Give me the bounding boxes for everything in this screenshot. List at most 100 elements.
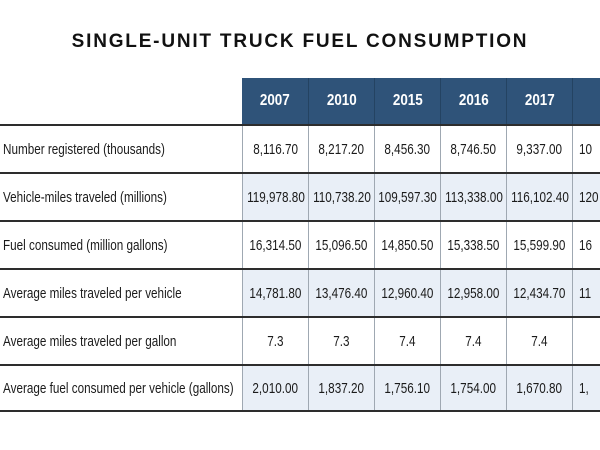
row-label: Average miles traveled per gallon xyxy=(0,318,242,364)
data-value: 2,010.00 xyxy=(252,379,299,397)
row-label: Vehicle-miles traveled (millions) xyxy=(0,174,242,220)
data-cell: 15,096.50 xyxy=(308,222,374,268)
data-value: 15,338.50 xyxy=(447,236,500,254)
clipped-cell: 1, xyxy=(572,366,600,410)
year-header-2015: 2015 xyxy=(374,78,440,124)
row-label: Number registered (thousands) xyxy=(0,126,242,172)
data-cell: 8,217.20 xyxy=(308,126,374,172)
clipped-cell: 120 xyxy=(572,174,600,220)
data-cell: 7.4 xyxy=(440,318,506,364)
data-cell: 1,670.80 xyxy=(506,366,572,410)
row-label-text: Average fuel consumed per vehicle (gallo… xyxy=(3,379,234,397)
data-value: 16 xyxy=(579,236,593,254)
table-row: Average fuel consumed per vehicle (gallo… xyxy=(0,364,600,412)
data-cell: 14,781.80 xyxy=(242,270,308,316)
data-value: 119,978.80 xyxy=(246,188,305,206)
table-row: Fuel consumed (million gallons) 16,314.5… xyxy=(0,220,600,268)
data-value: 7.4 xyxy=(399,332,416,350)
data-cell: 116,102.40 xyxy=(506,174,572,220)
row-label-text: Vehicle-miles traveled (millions) xyxy=(3,188,167,206)
data-value: 8,456.30 xyxy=(384,140,431,158)
data-cell: 8,116.70 xyxy=(242,126,308,172)
year-header-label: 2017 xyxy=(524,92,555,109)
data-cell: 7.3 xyxy=(242,318,308,364)
data-value: 110,738.20 xyxy=(312,188,371,206)
data-value: 12,960.40 xyxy=(381,284,434,302)
data-cell: 14,850.50 xyxy=(374,222,440,268)
data-value: 1,670.80 xyxy=(516,379,563,397)
row-label-text: Average miles traveled per gallon xyxy=(3,332,177,350)
data-cell: 12,960.40 xyxy=(374,270,440,316)
data-value: 116,102.40 xyxy=(510,188,569,206)
data-cell: 9,337.00 xyxy=(506,126,572,172)
data-cell: 109,597.30 xyxy=(374,174,440,220)
data-cell: 1,837.20 xyxy=(308,366,374,410)
data-value: 1,756.10 xyxy=(384,379,431,397)
data-value: 9,337.00 xyxy=(516,140,563,158)
data-value: 7.3 xyxy=(267,332,284,350)
year-header-2017: 2017 xyxy=(506,78,572,124)
header-spacer xyxy=(0,78,242,124)
data-value: 7.3 xyxy=(333,332,350,350)
data-cell: 110,738.20 xyxy=(308,174,374,220)
fuel-consumption-table: 2007 2010 2015 2016 2017 Number register… xyxy=(0,78,600,412)
clipped-cell: 11 xyxy=(572,270,600,316)
clipped-cell: 16 xyxy=(572,222,600,268)
row-label: Fuel consumed (million gallons) xyxy=(0,222,242,268)
data-value: 7.4 xyxy=(531,332,548,350)
data-value: 1, xyxy=(579,379,589,397)
table-row: Average miles traveled per vehicle 14,78… xyxy=(0,268,600,316)
data-value: 120 xyxy=(579,188,599,206)
data-cell: 7.3 xyxy=(308,318,374,364)
data-value: 109,597.30 xyxy=(378,188,437,206)
data-cell: 15,599.90 xyxy=(506,222,572,268)
year-header-label: 2010 xyxy=(326,92,357,109)
data-value: 10 xyxy=(579,140,593,158)
data-value: 15,096.50 xyxy=(315,236,368,254)
year-header-2016: 2016 xyxy=(440,78,506,124)
data-value: 14,850.50 xyxy=(381,236,434,254)
year-header-label: 2016 xyxy=(458,92,489,109)
data-cell: 12,958.00 xyxy=(440,270,506,316)
data-value: 1,837.20 xyxy=(318,379,365,397)
data-cell: 7.4 xyxy=(506,318,572,364)
data-value: 1,754.00 xyxy=(450,379,497,397)
data-cell: 7.4 xyxy=(374,318,440,364)
row-label-text: Number registered (thousands) xyxy=(3,140,165,158)
data-cell: 15,338.50 xyxy=(440,222,506,268)
row-label-text: Fuel consumed (million gallons) xyxy=(3,236,168,254)
table-row: Vehicle-miles traveled (millions) 119,97… xyxy=(0,172,600,220)
data-cell: 12,434.70 xyxy=(506,270,572,316)
table-header-row: 2007 2010 2015 2016 2017 xyxy=(0,78,600,124)
data-cell: 1,754.00 xyxy=(440,366,506,410)
data-value: 8,217.20 xyxy=(318,140,365,158)
data-value: 11 xyxy=(579,284,592,302)
data-value: 16,314.50 xyxy=(249,236,302,254)
data-value: 12,434.70 xyxy=(513,284,566,302)
clipped-cell xyxy=(572,318,600,364)
table-row: Average miles traveled per gallon 7.3 7.… xyxy=(0,316,600,364)
data-value: 113,338.00 xyxy=(444,188,503,206)
data-value: 15,599.90 xyxy=(513,236,566,254)
year-header-label: 2007 xyxy=(260,92,290,109)
data-value: 14,781.80 xyxy=(249,284,302,302)
data-cell: 8,456.30 xyxy=(374,126,440,172)
data-value: 8,116.70 xyxy=(253,140,298,158)
data-value: 8,746.50 xyxy=(450,140,497,158)
year-header-label: 2015 xyxy=(392,92,423,109)
row-label: Average miles traveled per vehicle xyxy=(0,270,242,316)
data-cell: 2,010.00 xyxy=(242,366,308,410)
data-cell: 119,978.80 xyxy=(242,174,308,220)
data-cell: 16,314.50 xyxy=(242,222,308,268)
year-header-2007: 2007 xyxy=(242,78,308,124)
clipped-cell: 10 xyxy=(572,126,600,172)
table-row: Number registered (thousands) 8,116.70 8… xyxy=(0,124,600,172)
data-value: 12,958.00 xyxy=(447,284,500,302)
data-cell: 1,756.10 xyxy=(374,366,440,410)
row-label: Average fuel consumed per vehicle (gallo… xyxy=(0,366,242,410)
year-header-2010: 2010 xyxy=(308,78,374,124)
row-label-text: Average miles traveled per vehicle xyxy=(3,284,182,302)
data-cell: 13,476.40 xyxy=(308,270,374,316)
data-cell: 113,338.00 xyxy=(440,174,506,220)
